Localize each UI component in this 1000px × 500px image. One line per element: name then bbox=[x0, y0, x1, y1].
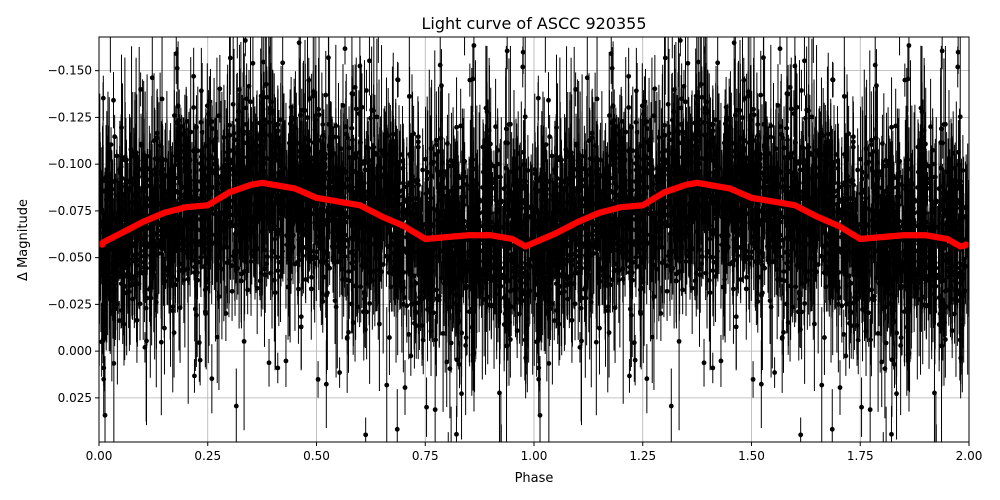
observation-point bbox=[632, 357, 638, 363]
observation-point bbox=[424, 404, 429, 410]
observation-point bbox=[204, 103, 210, 109]
observation-point bbox=[775, 103, 781, 108]
observation-point bbox=[815, 262, 821, 267]
observation-point bbox=[112, 134, 118, 140]
observation-point bbox=[829, 426, 835, 432]
observation-point bbox=[408, 353, 414, 359]
observation-point bbox=[664, 288, 670, 294]
observation-point bbox=[504, 221, 510, 227]
observation-point bbox=[889, 431, 894, 437]
observation-point bbox=[829, 268, 835, 273]
observation-point bbox=[843, 353, 849, 359]
observation-point bbox=[547, 134, 553, 140]
observation-point bbox=[111, 97, 116, 103]
observation-point bbox=[346, 269, 352, 274]
observation-point bbox=[219, 266, 225, 272]
observation-point bbox=[784, 125, 790, 131]
observation-point bbox=[798, 432, 804, 438]
observation-point bbox=[651, 294, 657, 300]
observation-point bbox=[889, 124, 894, 130]
observation-point bbox=[507, 337, 513, 342]
observation-point bbox=[551, 318, 557, 324]
observation-point bbox=[859, 404, 864, 410]
observation-point bbox=[159, 96, 165, 102]
observation-point bbox=[346, 329, 351, 335]
observation-point bbox=[942, 337, 948, 342]
observation-point bbox=[940, 183, 945, 189]
observation-point bbox=[767, 298, 773, 304]
observation-point bbox=[654, 266, 660, 272]
observation-point bbox=[340, 103, 346, 108]
observation-point bbox=[781, 329, 786, 335]
observation-point bbox=[546, 97, 551, 103]
observation-point bbox=[781, 269, 787, 274]
observation-point bbox=[639, 103, 645, 109]
observation-point bbox=[822, 335, 827, 340]
observation-point bbox=[352, 84, 358, 90]
observation-point bbox=[116, 318, 122, 324]
observation-point bbox=[100, 95, 106, 101]
observation-point bbox=[799, 88, 804, 93]
observation-point bbox=[454, 431, 459, 437]
observation-point bbox=[380, 262, 386, 267]
observation-point bbox=[332, 298, 338, 304]
observation-point bbox=[802, 58, 807, 64]
observation-point bbox=[229, 288, 235, 294]
observation-point bbox=[715, 60, 721, 66]
observation-point bbox=[906, 43, 912, 48]
observation-point bbox=[406, 331, 412, 337]
observation-point bbox=[250, 60, 256, 66]
observation-point bbox=[268, 270, 274, 276]
observation-point bbox=[841, 331, 847, 337]
observation-point bbox=[454, 124, 459, 130]
chart-title: Light curve of ASCC 920355 bbox=[421, 14, 646, 33]
observation-point bbox=[280, 60, 286, 66]
observation-point bbox=[787, 84, 793, 90]
observation-point bbox=[197, 357, 203, 363]
observation-point bbox=[507, 288, 513, 294]
observation-point bbox=[471, 43, 477, 48]
observation-point bbox=[364, 88, 369, 93]
observation-point bbox=[535, 95, 541, 101]
observation-point bbox=[942, 288, 948, 294]
observation-point bbox=[349, 125, 355, 131]
observation-point bbox=[394, 268, 400, 273]
observation-point bbox=[685, 60, 691, 66]
observation-point bbox=[216, 294, 222, 300]
observation-point bbox=[939, 221, 945, 227]
observation-point bbox=[594, 96, 600, 102]
observation-point bbox=[394, 426, 400, 432]
observation-point bbox=[367, 58, 372, 64]
observation-point bbox=[363, 432, 369, 438]
observation-point bbox=[505, 183, 510, 189]
observation-point bbox=[703, 270, 709, 276]
observation-point bbox=[387, 335, 392, 340]
